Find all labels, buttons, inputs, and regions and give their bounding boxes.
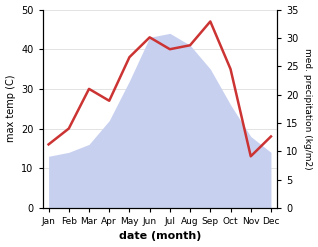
Y-axis label: med. precipitation (kg/m2): med. precipitation (kg/m2)	[303, 48, 313, 169]
Y-axis label: max temp (C): max temp (C)	[5, 75, 16, 143]
X-axis label: date (month): date (month)	[119, 231, 201, 242]
